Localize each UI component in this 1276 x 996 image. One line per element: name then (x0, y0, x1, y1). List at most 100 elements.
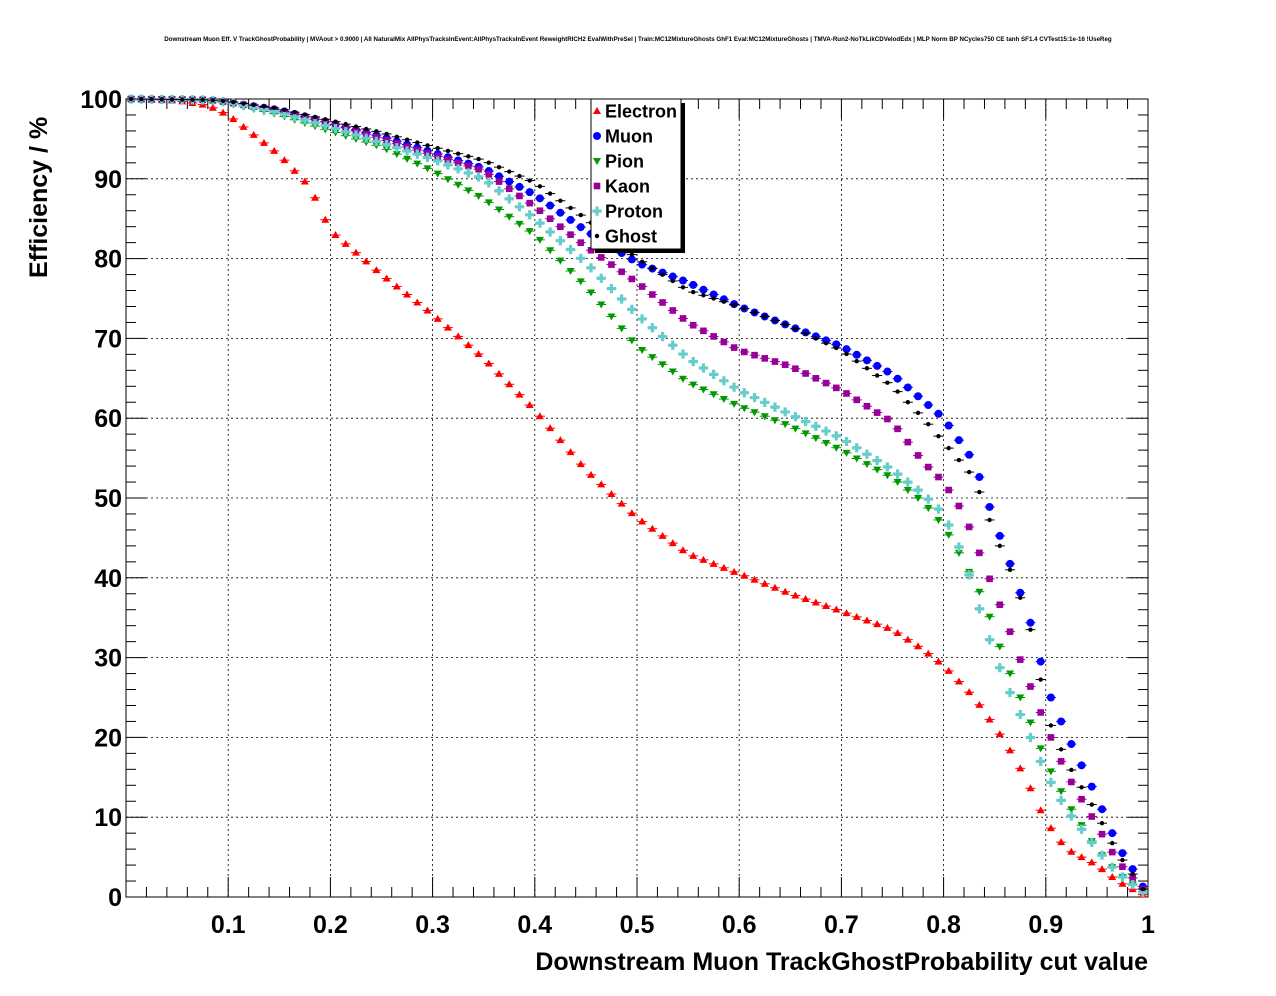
ghost-point (1099, 820, 1105, 826)
electron-point (801, 595, 810, 603)
pion-point (1067, 806, 1076, 814)
ghost-point (210, 97, 216, 103)
electron-point (300, 177, 309, 185)
electron-point (331, 231, 340, 239)
pion-point (607, 313, 616, 321)
pion-point (852, 455, 861, 463)
proton-point (821, 426, 831, 436)
ghost-point (517, 173, 522, 179)
kaon-point (853, 396, 861, 404)
y-axis-label: Efficiency / % (25, 117, 53, 278)
pion-point (740, 405, 749, 413)
proton-point (647, 323, 657, 333)
electron-point (515, 390, 524, 398)
pion-point (801, 430, 810, 438)
y-tick-label: 40 (94, 565, 122, 593)
proton-point (913, 485, 923, 495)
proton-point (954, 542, 964, 552)
pion-point (689, 381, 698, 389)
ghost-point (231, 99, 236, 105)
y-tick-label: 20 (94, 724, 122, 752)
proton-point (1005, 688, 1015, 698)
muon-point (525, 188, 534, 197)
proton-point (841, 436, 852, 447)
proton-point (1046, 777, 1056, 787)
muon-point (1118, 849, 1127, 858)
proton-point (801, 416, 811, 427)
ghost-point (874, 373, 880, 378)
electron-point (1118, 879, 1127, 887)
pion-point (995, 643, 1004, 651)
proton-point (933, 504, 944, 514)
ghost-point (660, 272, 665, 277)
ghost-point (680, 285, 686, 290)
ghost-point (394, 134, 400, 140)
kaon-point (444, 156, 452, 163)
muon-point (689, 280, 698, 289)
proton-point (565, 244, 576, 255)
pion-point (566, 267, 575, 275)
kaon-point (485, 171, 493, 178)
electron-point (1016, 764, 1025, 772)
ghost-point (271, 105, 277, 111)
kaon-point (751, 351, 758, 359)
kaon-point (904, 438, 912, 446)
ghost-point (915, 410, 921, 416)
ghost-point (558, 198, 563, 203)
electron-point (709, 559, 718, 567)
ghost-point (966, 469, 972, 475)
kaon-point (526, 199, 533, 207)
proton-point (995, 663, 1005, 673)
kaon-point (1047, 734, 1055, 741)
proton-point (862, 449, 872, 459)
ghost-point (200, 97, 205, 102)
ghost-point (1028, 627, 1033, 632)
muon-point (1006, 559, 1015, 568)
muon-point (862, 356, 871, 365)
muon-point (1016, 588, 1025, 597)
ghost-point (159, 97, 164, 102)
electron-point (1108, 873, 1117, 881)
x-tick-label: 0.9 (1028, 911, 1063, 939)
proton-point (678, 349, 688, 359)
kaon-point (557, 223, 564, 230)
ghost-point (363, 126, 369, 132)
pion-point (495, 206, 504, 214)
x-axis-label: Downstream Muon TrackGhostProbability cu… (535, 948, 1148, 976)
muon-point (1026, 618, 1035, 627)
electron-point (985, 715, 994, 723)
electron-point (229, 114, 238, 122)
ghost-point (956, 457, 962, 463)
pion-point (934, 516, 943, 524)
ghost-point (711, 296, 716, 301)
pion-point (658, 361, 667, 369)
legend-label-pion: Pion (605, 152, 644, 172)
ghost-point (241, 101, 246, 106)
electron-point (934, 657, 943, 665)
proton-point (749, 392, 760, 403)
pion-point (678, 375, 687, 383)
proton-point (555, 236, 565, 246)
y-tick-label: 70 (94, 325, 122, 353)
ghost-point (885, 380, 890, 385)
electron-point (341, 239, 350, 247)
electron-point (873, 620, 882, 628)
proton-point (944, 520, 954, 530)
ghost-point (1018, 595, 1023, 600)
kaon-point (873, 409, 881, 416)
electron-point (658, 531, 667, 539)
kaon-point (741, 348, 748, 356)
muon-point (678, 276, 687, 285)
ghost-point (220, 98, 226, 104)
kaon-point (996, 601, 1004, 609)
kaon-point (935, 473, 942, 481)
proton-point (1056, 795, 1066, 805)
ghost-point (629, 252, 635, 257)
y-tick-label: 50 (94, 485, 122, 513)
ghost-point (496, 164, 502, 170)
pion-point (515, 220, 524, 228)
electron-point (484, 359, 493, 367)
proton-point (882, 462, 892, 472)
kaon-point (628, 275, 636, 283)
electron-point (1057, 838, 1066, 846)
